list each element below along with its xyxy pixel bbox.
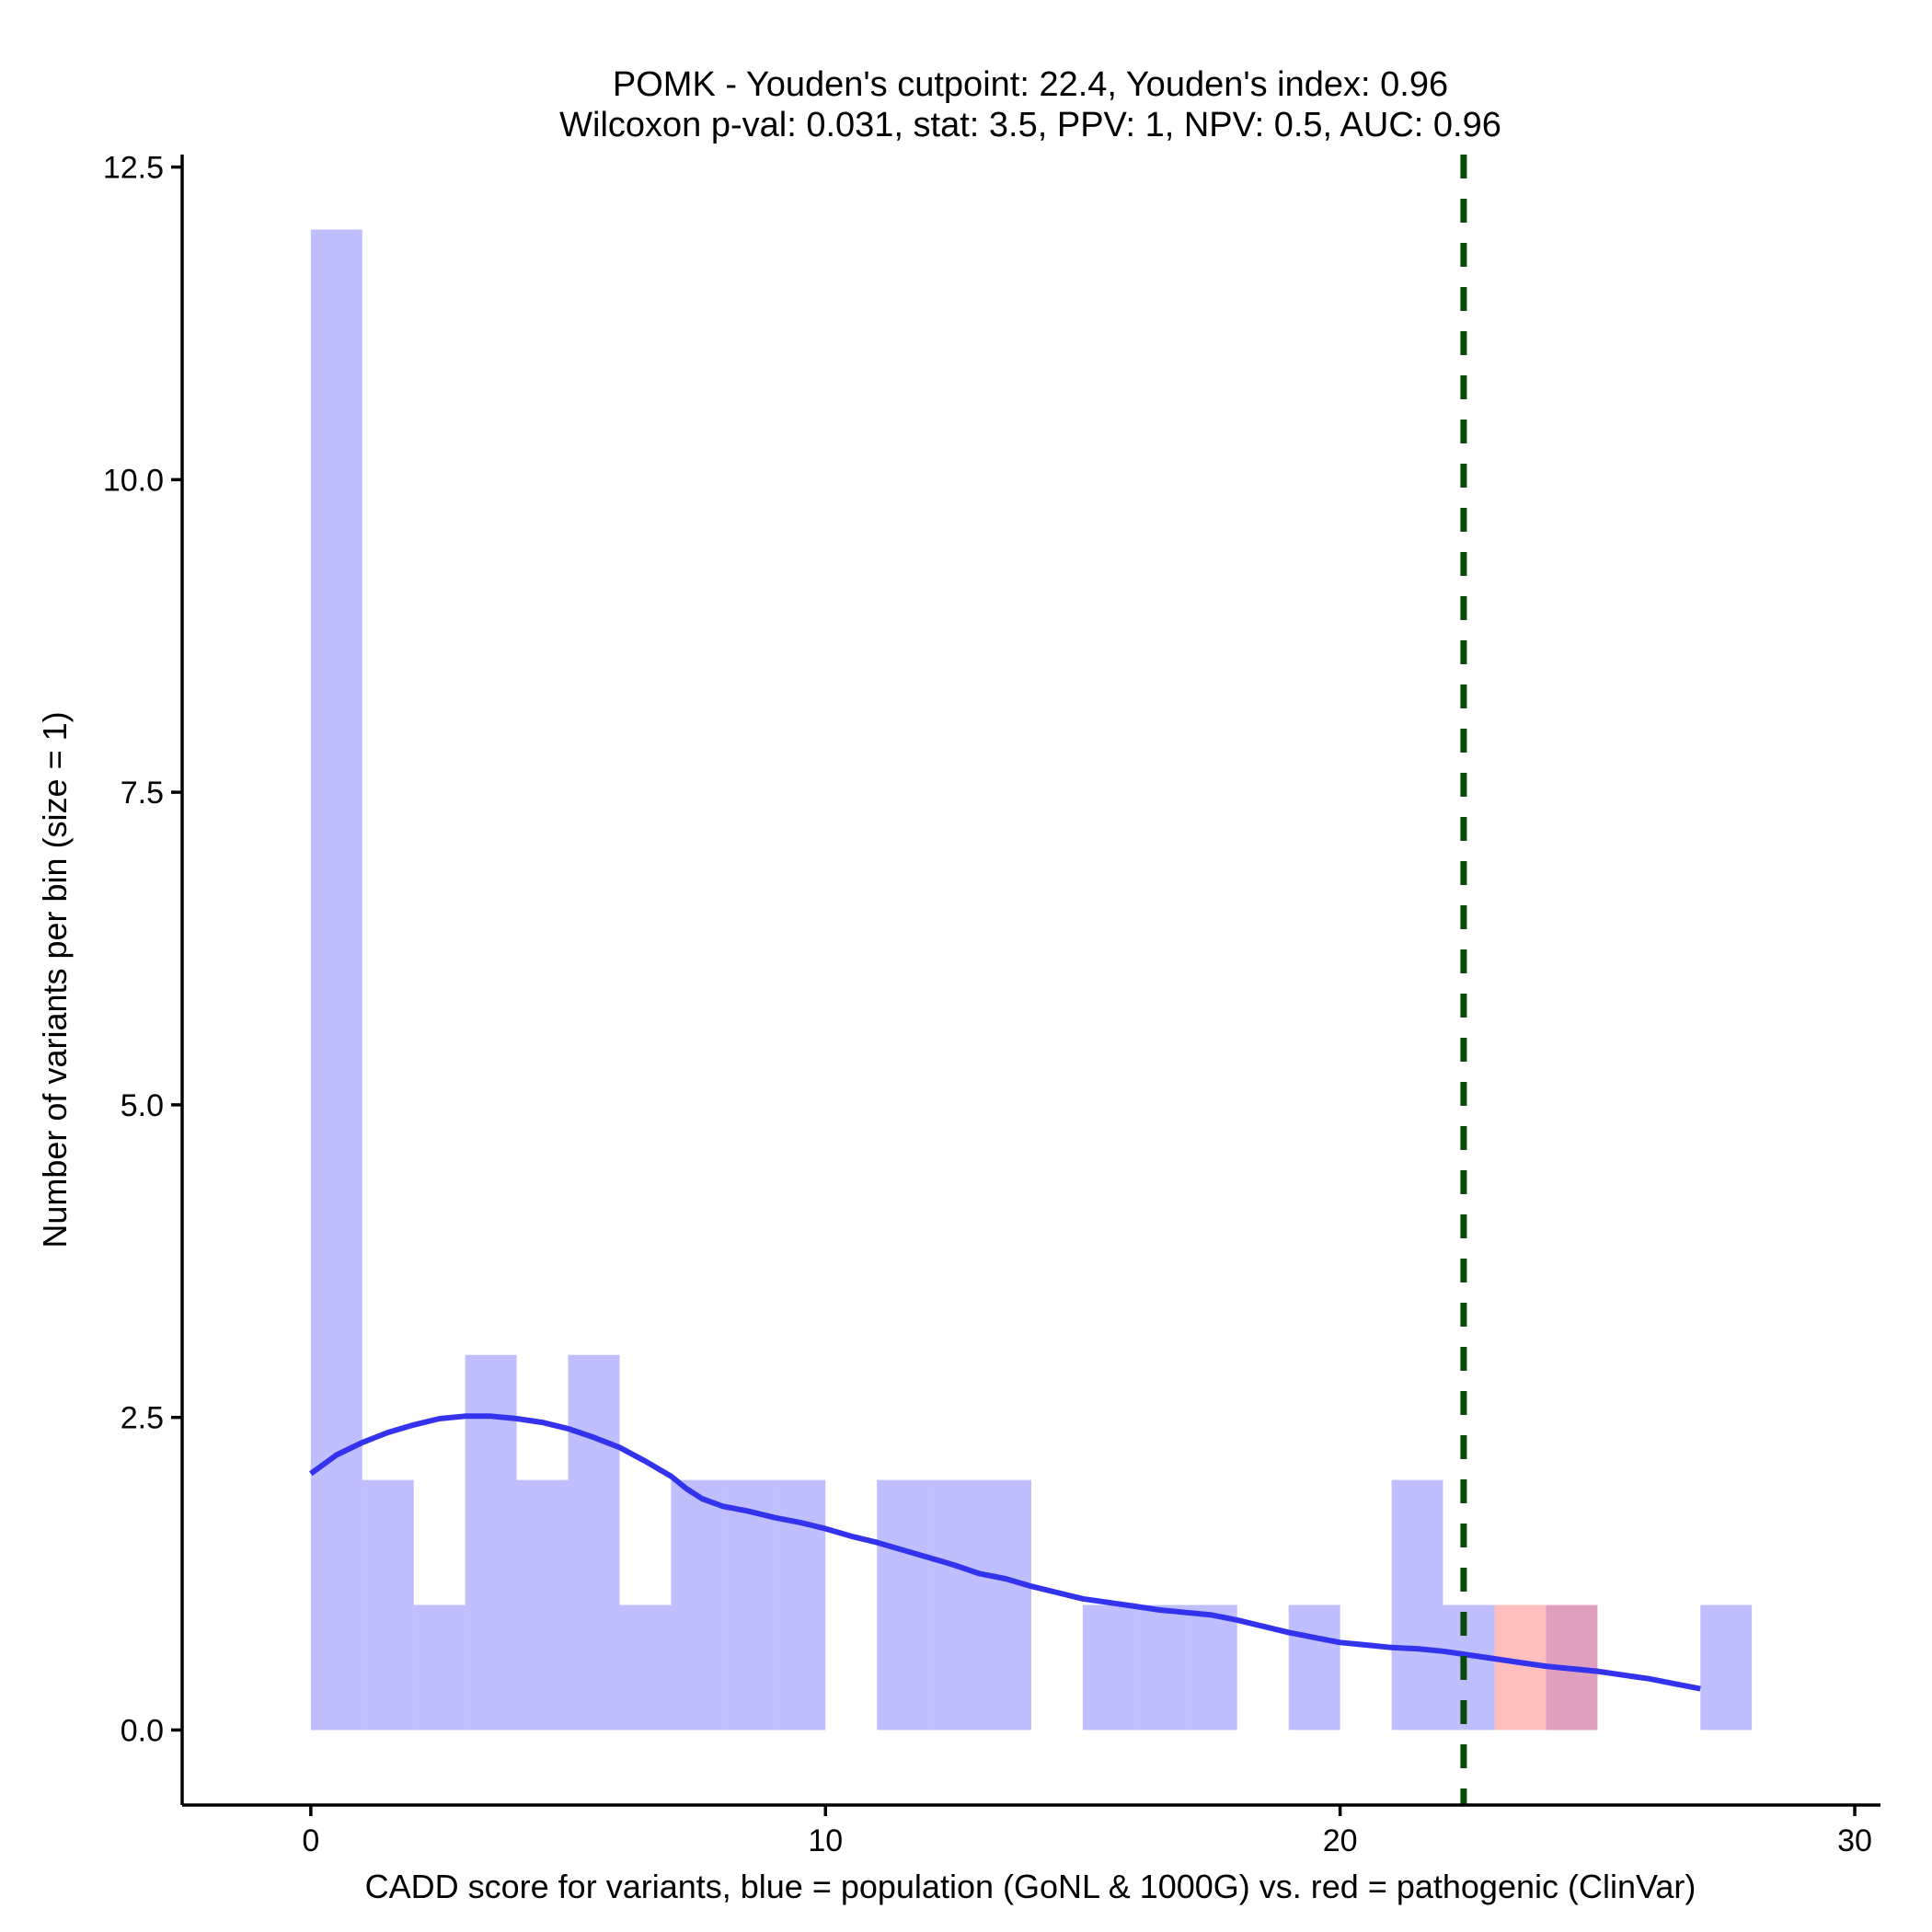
y-tick-label: 0.0 [121,1713,164,1748]
population-bar-13 [980,1479,1031,1731]
population-bar-21 [1391,1479,1443,1731]
population-bar-2 [413,1604,466,1731]
population-bar-11 [877,1479,929,1731]
x-tick-label: 20 [1323,1823,1358,1858]
density-layer [309,1413,1701,1692]
population-bar-16 [1133,1604,1186,1731]
population-bar-6 [619,1604,672,1731]
x-axis-label: CADD score for variants, blue = populati… [365,1868,1696,1905]
x-axis-ticks: 0 10 20 30 [302,1805,1872,1858]
population-bar-12 [928,1479,981,1731]
x-tick-label: 0 [302,1823,319,1858]
population-bar-0 [310,229,362,1731]
population-bar-22 [1443,1604,1495,1731]
population-bar-17 [1185,1604,1237,1731]
population-bars [310,229,1753,1731]
population-bar-4 [516,1479,569,1731]
population-bar-15 [1082,1604,1134,1731]
population-density-curve [309,1413,1701,1692]
population-bar-5 [568,1354,620,1731]
y-tick-label: 2.5 [121,1401,164,1436]
population-bar-3 [465,1354,517,1731]
y-tick-label: 12.5 [103,151,164,186]
population-bar-7 [671,1479,723,1731]
chart-title-line-1: POMK - Youden's cutpoint: 22.4, Youden's… [613,65,1448,104]
y-tick-label: 10.0 [103,463,164,498]
y-tick-label: 7.5 [121,776,164,811]
x-tick-label: 30 [1837,1823,1872,1858]
x-tick-label: 10 [808,1823,843,1858]
population-bar-27 [1700,1604,1753,1731]
y-axis-ticks: 0.0 2.5 5.0 7.5 10.0 12.5 [103,151,182,1748]
y-tick-label: 5.0 [121,1088,164,1123]
chart-title-line-2: Wilcoxon p-val: 0.031, stat: 3.5, PPV: 1… [559,106,1501,144]
population-bar-1 [362,1479,414,1731]
population-bar-8 [722,1479,775,1731]
y-axis-label: Number of variants per bin (size = 1) [36,711,74,1248]
population-bar-19 [1288,1604,1340,1731]
